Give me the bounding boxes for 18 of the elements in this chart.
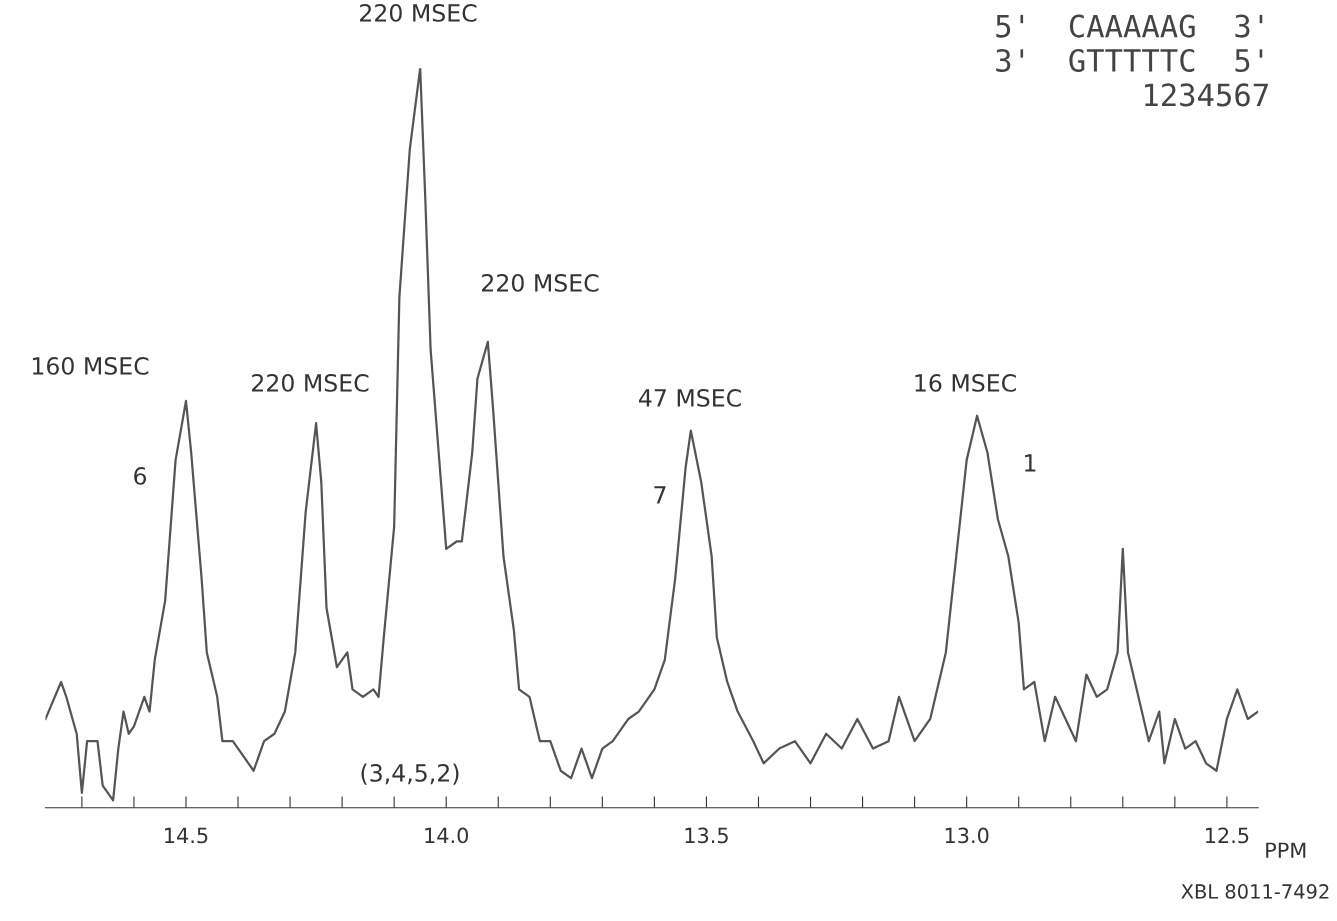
x-tick-label: 13.0 — [945, 827, 989, 844]
annotation: 16 MSEC — [915, 373, 1016, 392]
x-tick-label: 14.5 — [165, 827, 208, 844]
annotation: 7 — [654, 486, 666, 504]
x-tick-label: 13.5 — [685, 827, 728, 844]
x-tick-label: 14.0 — [425, 827, 469, 844]
x-axis-title: PPM — [1266, 842, 1306, 858]
annotation: 1 — [1025, 454, 1036, 472]
annotation: 47 MSEC — [639, 388, 741, 407]
x-tick-label: 12.5 — [1205, 827, 1249, 844]
annotation: 5' CAAAAAG 3' 3' GTTTTTC 5' 1234567 — [996, 14, 1268, 107]
text: 220 MSEC — [360, 3, 477, 22]
annotation: (3,4,5,2) — [361, 763, 459, 785]
annotation: 220 MSEC — [482, 273, 599, 292]
annotation: 220 MSEC — [252, 373, 369, 392]
text: XBL 8011-7492 — [1181, 884, 1329, 899]
annotation: 6 — [134, 466, 147, 485]
annotation: 160 MSEC — [32, 356, 149, 375]
